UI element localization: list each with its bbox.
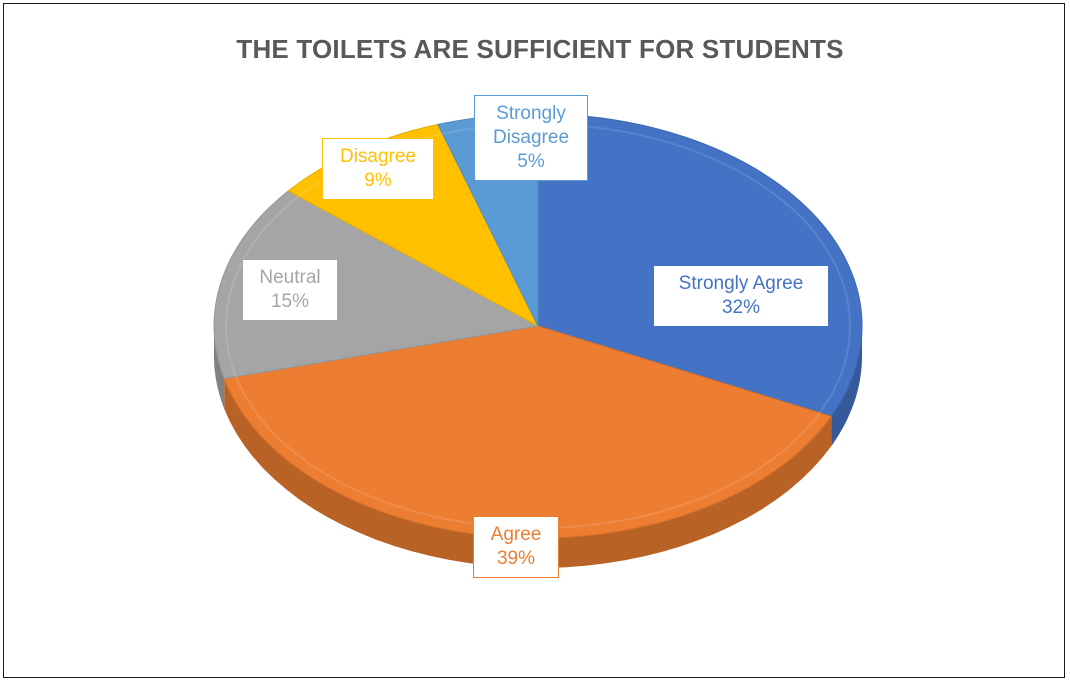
slice-label-strongly-disagree: Strongly Disagree xyxy=(492,103,570,148)
chart-title: THE TOILETS ARE SUFFICIENT FOR STUDENTS xyxy=(236,34,844,64)
slice-side-agree xyxy=(224,378,832,568)
data-label-strongly-agree: Strongly Agree 32% xyxy=(653,265,829,327)
data-label-strongly-disagree: Strongly Disagree 5% xyxy=(474,95,588,181)
slice-neutral xyxy=(213,190,540,380)
slice-percent-agree: 39% xyxy=(496,548,536,569)
data-label-disagree: Disagree 9% xyxy=(322,138,434,200)
slice-percent-strongly-agree: 32% xyxy=(721,297,761,318)
slice-percent-neutral: 15% xyxy=(270,291,310,312)
slice-side-strongly-agree xyxy=(831,326,862,447)
slice-label-disagree: Disagree xyxy=(339,146,417,167)
slice-label-strongly-agree: Strongly Agree xyxy=(678,273,804,294)
slice-side-neutral xyxy=(214,326,225,409)
data-label-neutral: Neutral 15% xyxy=(242,259,338,321)
slice-label-neutral: Neutral xyxy=(259,267,321,288)
slice-percent-disagree: 9% xyxy=(364,170,392,191)
slice-percent-strongly-disagree: 5% xyxy=(517,151,545,172)
data-label-agree: Agree 39% xyxy=(473,516,559,578)
slice-label-agree: Agree xyxy=(490,524,542,545)
